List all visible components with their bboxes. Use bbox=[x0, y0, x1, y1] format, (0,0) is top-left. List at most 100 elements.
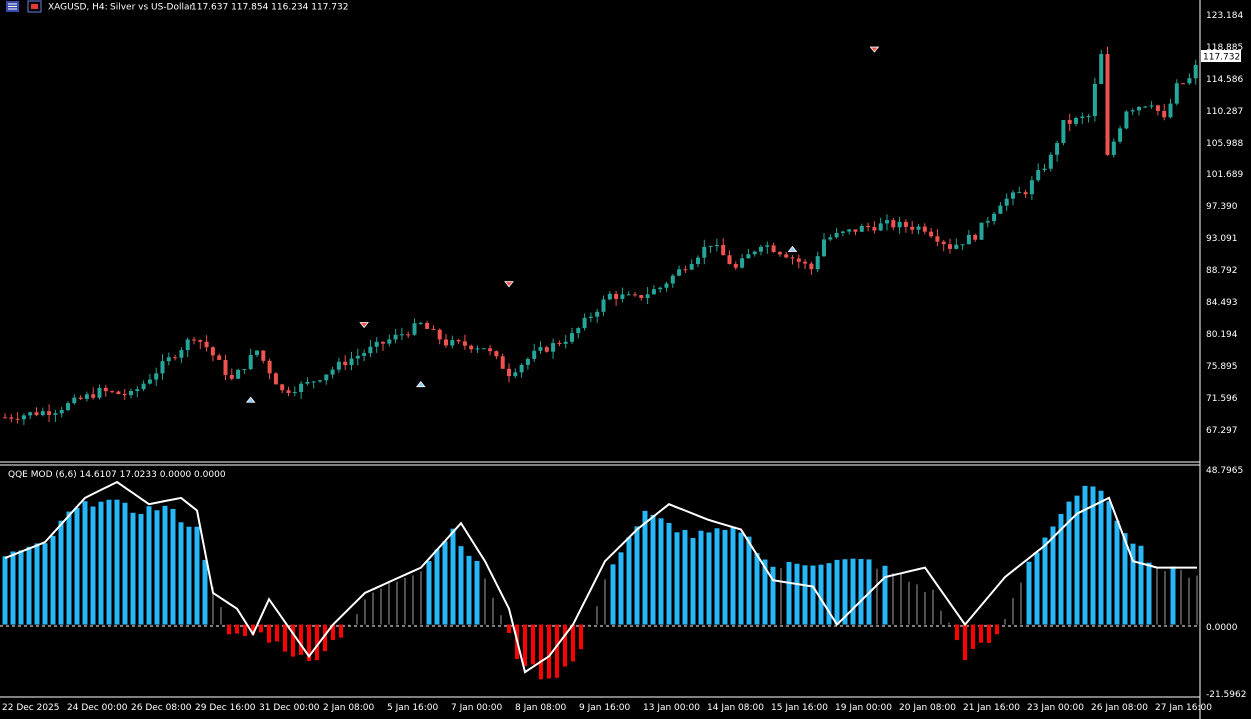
histogram-bar bbox=[650, 514, 656, 625]
histogram-bar bbox=[995, 624, 999, 635]
indicator-pane[interactable] bbox=[0, 480, 1200, 680]
histogram-bar bbox=[315, 624, 319, 661]
candle-body bbox=[59, 410, 64, 414]
header-ohlc: 117.637 117.854 116.234 117.732 bbox=[191, 3, 348, 13]
histogram-bar bbox=[1180, 569, 1182, 625]
candle-body bbox=[1067, 120, 1072, 124]
candle-body bbox=[847, 229, 852, 232]
candle-body bbox=[299, 383, 304, 393]
histogram-bar bbox=[1114, 520, 1120, 625]
candle-body bbox=[406, 334, 411, 336]
histogram-bar bbox=[924, 591, 926, 625]
main-price-pane[interactable] bbox=[0, 0, 1201, 719]
candle-body bbox=[330, 369, 335, 375]
histogram-bar bbox=[626, 537, 632, 625]
price-tick: 97.390 bbox=[1206, 202, 1238, 212]
header-symbol: XAGUSD, H4: bbox=[48, 3, 108, 13]
candle-body bbox=[777, 252, 782, 255]
candle-body bbox=[3, 417, 7, 419]
histogram-bar bbox=[746, 536, 752, 625]
candle-body bbox=[368, 346, 373, 354]
candle-body bbox=[1004, 198, 1009, 206]
candle-body bbox=[431, 328, 436, 330]
histogram-bar bbox=[932, 589, 934, 625]
price-tick: 101.689 bbox=[1206, 170, 1243, 180]
histogram-bar bbox=[442, 541, 448, 625]
candle-body bbox=[595, 311, 600, 317]
candle-body bbox=[1036, 169, 1041, 181]
header-description: Silver vs US-Dollar bbox=[110, 3, 194, 13]
histogram-bar bbox=[466, 555, 472, 625]
candle-body bbox=[1187, 78, 1192, 84]
histogram-bar bbox=[762, 559, 768, 625]
histogram-bar bbox=[34, 543, 40, 625]
histogram-bar bbox=[1170, 566, 1176, 625]
candle-body bbox=[355, 355, 360, 359]
candle-body bbox=[885, 220, 889, 224]
candle-body bbox=[349, 358, 354, 366]
histogram-bar bbox=[714, 528, 720, 625]
price-tick: 118.885 bbox=[1206, 43, 1243, 53]
histogram-bar bbox=[754, 553, 760, 625]
histogram-bar bbox=[1020, 582, 1022, 625]
histogram-bar bbox=[850, 558, 856, 625]
candle-body bbox=[872, 227, 877, 231]
candle-body bbox=[966, 234, 971, 245]
histogram-bar bbox=[420, 571, 422, 625]
time-tick: 24 Dec 00:00 bbox=[67, 703, 128, 713]
candle-body bbox=[1162, 110, 1167, 118]
histogram-bar bbox=[227, 624, 231, 635]
histogram-bar bbox=[339, 624, 343, 638]
histogram-bar bbox=[323, 624, 327, 652]
histogram-bar bbox=[596, 606, 598, 625]
time-tick: 5 Jan 16:00 bbox=[387, 703, 439, 713]
histogram-bar bbox=[900, 574, 902, 625]
histogram-bar bbox=[1042, 537, 1048, 625]
candle-body bbox=[336, 361, 341, 370]
time-tick: 26 Jan 08:00 bbox=[1091, 703, 1148, 713]
candle-body bbox=[1143, 106, 1148, 108]
indicator-tick: 0.0000 bbox=[1206, 623, 1238, 633]
candle-body bbox=[853, 229, 858, 232]
histogram-bar bbox=[555, 624, 559, 678]
candle-body bbox=[557, 342, 562, 344]
candle-body bbox=[166, 357, 171, 362]
candle-body bbox=[1080, 116, 1085, 119]
candle-body bbox=[683, 269, 688, 271]
histogram-bar bbox=[1106, 501, 1112, 625]
histogram-bar bbox=[178, 522, 184, 625]
candle-body bbox=[922, 226, 927, 232]
histogram-bar bbox=[738, 532, 744, 625]
histogram-bar bbox=[698, 530, 704, 625]
candle-body bbox=[570, 333, 574, 342]
candle-body bbox=[204, 341, 209, 348]
histogram-bar bbox=[571, 624, 575, 662]
candle-body bbox=[425, 322, 430, 329]
candle-body bbox=[1074, 118, 1078, 124]
candle-body bbox=[47, 411, 52, 415]
window-icon[interactable] bbox=[27, 0, 42, 13]
histogram-bar bbox=[106, 499, 112, 625]
histogram-bar bbox=[770, 566, 776, 625]
candle-body bbox=[803, 261, 808, 264]
candle-body bbox=[21, 415, 26, 420]
candle-body bbox=[494, 351, 499, 357]
candle-body bbox=[444, 339, 448, 346]
candle-body bbox=[110, 391, 115, 393]
candle-body bbox=[916, 226, 921, 230]
histogram-bar bbox=[722, 529, 728, 625]
histogram-bar bbox=[858, 558, 864, 625]
candle-body bbox=[538, 347, 543, 351]
histogram-bar bbox=[876, 568, 878, 625]
candle-body bbox=[500, 356, 505, 369]
candle-body bbox=[626, 294, 631, 296]
histogram-bar bbox=[348, 624, 350, 626]
histogram-bar bbox=[202, 559, 208, 625]
buy-signal-arrow bbox=[415, 381, 426, 388]
histogram-bar bbox=[500, 615, 502, 625]
time-tick: 15 Jan 16:00 bbox=[771, 703, 828, 713]
candle-body bbox=[135, 389, 140, 392]
candle-body bbox=[563, 341, 568, 344]
price-axis-ticks: 123.184 118.885 114.586 110.287 105.988 … bbox=[1206, 11, 1243, 436]
